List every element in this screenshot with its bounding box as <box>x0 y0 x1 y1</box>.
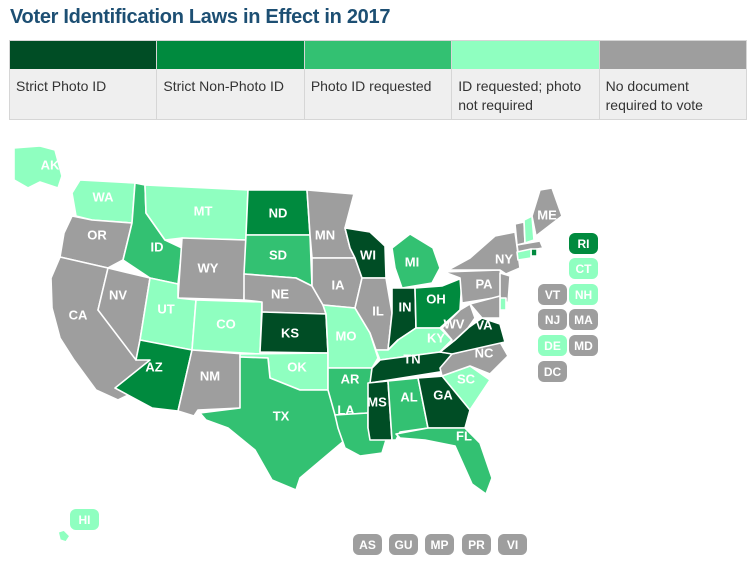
legend-item-no-document: No document required to vote <box>599 41 747 119</box>
state-hi <box>57 529 71 543</box>
legend-item-strict-non-photo-id: Strict Non-Photo ID <box>157 41 305 119</box>
us-map: WA OR CA NV ID MT WY UT CO AZ NM ND SD NE KS OK TX MN IA MO… <box>13 145 563 543</box>
state-label-wy: WY <box>198 260 219 275</box>
state-mi <box>391 233 441 289</box>
state-label-mo: MO <box>336 328 357 343</box>
state-label-ar: AR <box>341 371 360 386</box>
state-ri <box>530 248 538 257</box>
state-label-ny: NY <box>495 251 513 266</box>
state-label-ks: KS <box>281 325 299 340</box>
state-label-wi: WI <box>360 247 376 262</box>
chip-nj: NJ <box>538 309 567 330</box>
state-label-tn: TN <box>403 351 420 366</box>
legend-label: Photo ID requested <box>310 78 432 94</box>
state-label-tx: TX <box>273 408 290 423</box>
state-label-wv: WV <box>444 316 465 331</box>
state-label-ms: MS <box>367 394 387 409</box>
legend-swatch <box>157 41 304 69</box>
legend-swatch <box>10 41 157 69</box>
state-label-in: IN <box>399 299 412 314</box>
legend-label: Strict Photo ID <box>16 78 107 94</box>
state-me <box>531 187 563 237</box>
state-wv <box>439 303 476 353</box>
legend-item-photo-id-requested: Photo ID requested <box>304 41 453 119</box>
chip-as: AS <box>353 534 382 555</box>
state-label-mi: MI <box>405 254 419 269</box>
state-label-sc: SC <box>457 371 476 386</box>
state-label-or: OR <box>87 227 107 242</box>
state-or <box>59 215 133 269</box>
state-label-al: AL <box>400 389 417 404</box>
chip-ma: MA <box>569 309 598 330</box>
state-label-mt: MT <box>194 203 213 218</box>
state-label-fl: FL <box>456 428 472 443</box>
state-label-ia: IA <box>332 277 346 292</box>
state-label-sd: SD <box>269 247 287 262</box>
page-title: Voter Identification Laws in Effect in 2… <box>10 6 391 28</box>
state-ak <box>13 145 63 189</box>
state-label-ne: NE <box>271 286 289 301</box>
state-tx <box>199 356 346 491</box>
chip-nh: NH <box>569 284 598 305</box>
state-md <box>469 295 501 319</box>
chip-de: DE <box>538 335 567 356</box>
chip-mp: MP <box>425 534 454 555</box>
state-fl <box>395 427 493 495</box>
chip-dc: DC <box>538 361 567 382</box>
state-label-pa: PA <box>475 276 493 291</box>
state-label-nm: NM <box>200 368 220 383</box>
state-ct <box>516 248 532 261</box>
state-label-me: ME <box>537 207 557 222</box>
state-label-mn: MN <box>315 227 335 242</box>
state-label-ky: KY <box>427 330 445 345</box>
state-label-ut: UT <box>157 301 174 316</box>
state-nh <box>523 215 535 244</box>
state-label-oh: OH <box>426 291 446 306</box>
state-ma <box>516 240 544 253</box>
chip-ri: RI <box>569 233 598 254</box>
state-label-nd: ND <box>269 205 288 220</box>
legend-swatch <box>304 41 452 69</box>
state-label-ga: GA <box>433 387 453 402</box>
chip-gu: GU <box>389 534 418 555</box>
state-label-co: CO <box>216 316 236 331</box>
chip-hi: HI <box>70 509 99 530</box>
state-label-il: IL <box>372 303 384 318</box>
legend-label: ID requested; photo not required <box>458 78 582 113</box>
chip-vi: VI <box>498 534 527 555</box>
state-label-va: VA <box>475 317 493 332</box>
chip-ct: CT <box>569 258 598 279</box>
chip-vt: VT <box>538 284 567 305</box>
state-mn <box>306 189 356 259</box>
state-label-nc: NC <box>475 345 494 360</box>
chip-md: MD <box>569 335 598 356</box>
chip-pr: PR <box>462 534 491 555</box>
state-ga <box>417 375 471 429</box>
legend-swatch <box>599 41 747 69</box>
legend-item-strict-photo-id: Strict Photo ID <box>10 41 158 119</box>
state-label-la: LA <box>337 402 355 417</box>
legend-swatch <box>452 41 599 69</box>
legend-label: Strict Non-Photo ID <box>163 78 285 94</box>
state-label-wa: WA <box>93 189 115 204</box>
state-label-az: AZ <box>145 359 162 374</box>
legend-label: No document required to vote <box>605 78 703 113</box>
state-label-ca: CA <box>69 307 88 322</box>
state-label-ok: OK <box>287 359 307 374</box>
legend-item-id-requested: ID requested; photo not required <box>452 41 600 119</box>
state-label-ak: AK <box>41 157 60 172</box>
legend: Strict Photo ID Strict Non-Photo ID Phot… <box>9 40 747 120</box>
state-nj <box>499 272 511 304</box>
state-label-nv: NV <box>109 287 127 302</box>
state-label-id: ID <box>151 239 164 254</box>
